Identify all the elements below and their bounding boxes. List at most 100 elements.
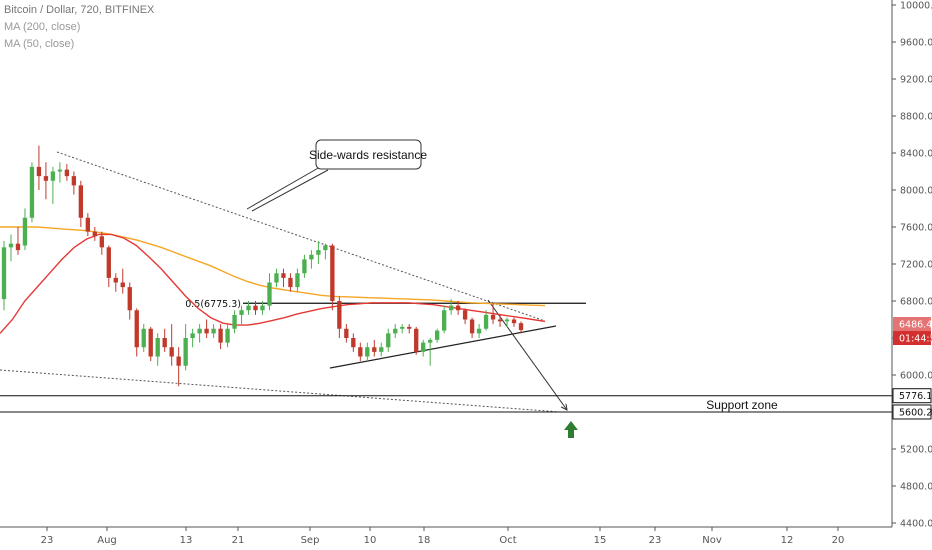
candle-body (462, 310, 468, 320)
candle (330, 243, 335, 311)
candle-body (155, 338, 160, 357)
candle-body (504, 319, 510, 322)
countdown-label-text: 01:44:51 (899, 334, 932, 345)
candle-body (134, 310, 139, 348)
x-tick-label: 12 (781, 535, 794, 546)
candle (29, 162, 35, 223)
candle-body (274, 273, 279, 283)
candle (323, 243, 328, 260)
candle (120, 268, 125, 294)
candle (316, 240, 321, 264)
candle-body (29, 166, 35, 218)
candle (15, 227, 21, 255)
candle (372, 339, 377, 357)
candle (162, 328, 167, 352)
candle-body (448, 305, 454, 311)
candle-body (358, 347, 363, 357)
candle-body (141, 328, 146, 348)
candle (483, 310, 489, 331)
candle-body (218, 328, 223, 343)
candle-body (302, 259, 307, 274)
candle-body (490, 314, 496, 320)
candle (71, 171, 77, 195)
candle-body (337, 301, 342, 329)
candle (85, 213, 91, 237)
legend-ma200: MA (200, close) (4, 21, 81, 33)
candle-body (225, 328, 230, 343)
x-tick-label: 18 (418, 535, 431, 546)
candle (504, 317, 510, 327)
candle-body (476, 328, 482, 334)
y-tick-label: 5200.0 (900, 445, 932, 456)
chart-legend: Bitcoin / Dollar, 720, BITFINEX MA (200,… (4, 2, 154, 53)
candle (295, 268, 300, 292)
candle (476, 324, 482, 338)
lower-dotted-trendline[interactable] (0, 369, 561, 413)
support-upper-label: 5776.1 (892, 388, 932, 404)
candle-body (455, 305, 461, 311)
candle-body (183, 338, 188, 366)
candle-body (204, 328, 209, 334)
candle (197, 324, 202, 343)
candle-body (288, 277, 293, 288)
y-tick-label: 8800.0 (900, 112, 932, 123)
candle (274, 268, 279, 288)
candle-body (57, 169, 63, 172)
support-lower-label: 5600.2 (892, 404, 932, 420)
candle-body (239, 310, 244, 315)
candle (490, 302, 496, 325)
support-lower-label-bg (892, 404, 932, 420)
candle-body (518, 323, 524, 331)
candle-body (197, 328, 202, 334)
candle-body (8, 243, 14, 248)
candle (50, 166, 56, 204)
candle-body (64, 169, 70, 177)
callout-leader-lower (251, 169, 329, 212)
candle-body (169, 347, 174, 357)
candle-body (386, 333, 391, 348)
current-price-label-text: 6486.4 (899, 320, 932, 331)
x-tick-label: Nov (702, 535, 722, 546)
x-tick-label: 15 (594, 535, 607, 546)
candle (141, 324, 146, 352)
candle (113, 273, 118, 292)
candle-body (295, 273, 300, 288)
support-upper-label-text: 5776.1 (899, 391, 932, 402)
x-tick-label: Sep (301, 535, 320, 546)
candle (518, 321, 524, 334)
candle-body (127, 287, 132, 311)
candle-body (497, 319, 503, 322)
ma200-line (0, 226, 546, 307)
candle-body (85, 217, 91, 232)
candle (99, 231, 104, 255)
candle (43, 162, 49, 200)
projection-arrow[interactable] (487, 299, 567, 410)
ma50-line (0, 233, 546, 334)
candle-body (260, 305, 265, 311)
candle (393, 324, 398, 338)
candle-body (393, 328, 398, 334)
candle (64, 164, 70, 181)
candle-body (483, 314, 489, 329)
candle-body (190, 333, 195, 338)
candle (358, 342, 363, 362)
candle-body (246, 305, 251, 311)
candle-body (106, 247, 111, 278)
candle (351, 333, 356, 352)
candle-body (344, 328, 349, 338)
candle-body (281, 273, 286, 278)
x-tick-label: 10 (364, 535, 377, 546)
y-tick-label: 7200.0 (900, 260, 932, 271)
candle-body (113, 277, 118, 283)
candle-body (148, 328, 153, 357)
candle (1, 240, 7, 311)
candle-body (511, 319, 517, 324)
candle-body (365, 347, 370, 357)
candle (400, 324, 405, 334)
fib-level-label: 0.5(6775.3) (185, 299, 241, 310)
candle-body (22, 217, 28, 246)
current-price-label: 6486.4 (893, 317, 932, 332)
candle (511, 317, 517, 327)
legend-ma50: MA (50, close) (4, 38, 75, 50)
